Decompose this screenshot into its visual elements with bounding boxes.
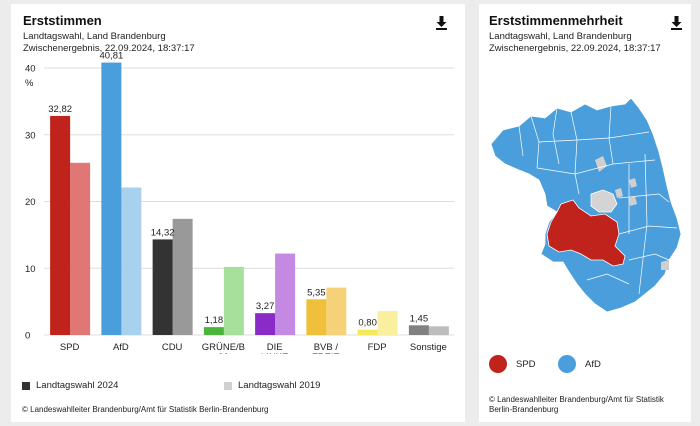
map-legend-swatch-spd: [489, 355, 507, 373]
map-gray-area-2: [615, 188, 623, 198]
data-label-2024: 40,81: [99, 51, 123, 62]
legend-item-2024: Landtagswahl 2024: [22, 380, 118, 391]
map-legend-spd: SPD: [489, 355, 536, 373]
x-tick-label: AfD: [113, 342, 129, 353]
legend-swatch-2019: [224, 381, 232, 390]
bar-2019: [70, 162, 91, 335]
bar-2024: [203, 327, 224, 335]
bar-2019: [223, 266, 244, 335]
bar-2024: [357, 329, 378, 335]
map-district-borders: [518, 105, 678, 295]
x-tick-label: FREIE: [312, 352, 340, 354]
chart-subtitle-2: Zwischenergebnis, 22.09.2024, 18:37:17: [23, 43, 195, 54]
data-label-2024: 3,27: [256, 301, 275, 312]
y-tick-label: 0: [25, 331, 30, 342]
data-label-2024: 14,32: [151, 227, 175, 238]
map-legend-afd: AfD: [558, 355, 601, 373]
map-spd-region: [546, 199, 626, 267]
map-legend-label-spd: SPD: [516, 358, 536, 370]
map-source-line-1: © Landeswahlleiter Brandenburg/Amt für S…: [489, 395, 664, 404]
y-tick-label: 30: [25, 130, 36, 141]
y-tick-label: 20: [25, 197, 36, 208]
legend-item-2019: Landtagswahl 2019: [224, 380, 320, 391]
x-tick-label: Sonstige: [410, 342, 447, 353]
legend-swatch-2024: [22, 381, 30, 390]
map-title: Erststimmenmehrheit: [489, 13, 623, 28]
erststimmenmehrheit-panel: Erststimmenmehrheit Landtagswahl, Land B…: [479, 4, 691, 422]
bar-2019: [121, 187, 142, 335]
chart-subtitle-1: Landtagswahl, Land Brandenburg: [23, 31, 166, 42]
bar-2024: [255, 313, 276, 335]
data-label-2024: 0,80: [358, 318, 377, 329]
map-gray-area-5: [629, 196, 637, 206]
x-tick-label: 90: [218, 352, 229, 354]
bar-2019: [377, 310, 398, 335]
bar-2019: [326, 287, 347, 335]
y-tick-label: 40: [25, 64, 36, 75]
data-label-2024: 32,82: [48, 104, 72, 115]
map-legend-label-afd: AfD: [585, 358, 601, 370]
legend-label-2019: Landtagswahl 2019: [238, 380, 321, 391]
map-gray-area-4: [661, 260, 669, 270]
download-icon[interactable]: [435, 16, 448, 30]
map-subtitle-1: Landtagswahl, Land Brandenburg: [489, 31, 632, 42]
y-axis-unit: %: [25, 78, 34, 89]
erststimmen-panel: Erststimmen Landtagswahl, Land Brandenbu…: [11, 4, 465, 422]
x-tick-label: FDP: [368, 342, 387, 353]
download-icon[interactable]: [670, 16, 683, 30]
source-text: © Landeswahlleiter Brandenburg/Amt für S…: [22, 405, 269, 414]
data-label-2024: 5,35: [307, 287, 326, 298]
map-subtitle-2: Zwischenergebnis, 22.09.2024, 18:37:17: [489, 43, 661, 54]
bar-2019: [428, 326, 449, 335]
legend-label-2024: Landtagswahl 2024: [36, 380, 119, 391]
map-gray-area-3: [629, 178, 637, 188]
bar-2019: [172, 218, 193, 335]
x-tick-label: SPD: [60, 342, 80, 353]
map-berlin-gap: [590, 189, 618, 213]
bar-2024: [408, 325, 429, 335]
bar-2019: [275, 253, 296, 335]
brandenburg-map: [490, 97, 682, 313]
bar-2024: [306, 299, 327, 335]
bar-2024: [50, 115, 71, 335]
map-source-line-2: Berlin-Brandenburg: [489, 405, 559, 414]
bar-chart: 0 10 20 30 40% 32,82 SPD 40,81 AfD 14,32 CDU 1,18 GR…: [25, 51, 454, 354]
chart-title: Erststimmen: [23, 13, 102, 28]
x-tick-label: BVB /: [314, 342, 339, 353]
x-tick-label: LINKE: [261, 352, 288, 354]
x-tick-label: CDU: [162, 342, 183, 353]
x-tick-label: GRÜNE/B: [202, 342, 245, 353]
map-legend-swatch-afd: [558, 355, 576, 373]
bar-2024: [101, 62, 122, 335]
y-tick-label: 10: [25, 264, 36, 275]
x-tick-label: DIE: [267, 342, 283, 353]
bar-2024: [152, 239, 173, 335]
data-label-2024: 1,45: [410, 313, 429, 324]
data-label-2024: 1,18: [205, 315, 224, 326]
